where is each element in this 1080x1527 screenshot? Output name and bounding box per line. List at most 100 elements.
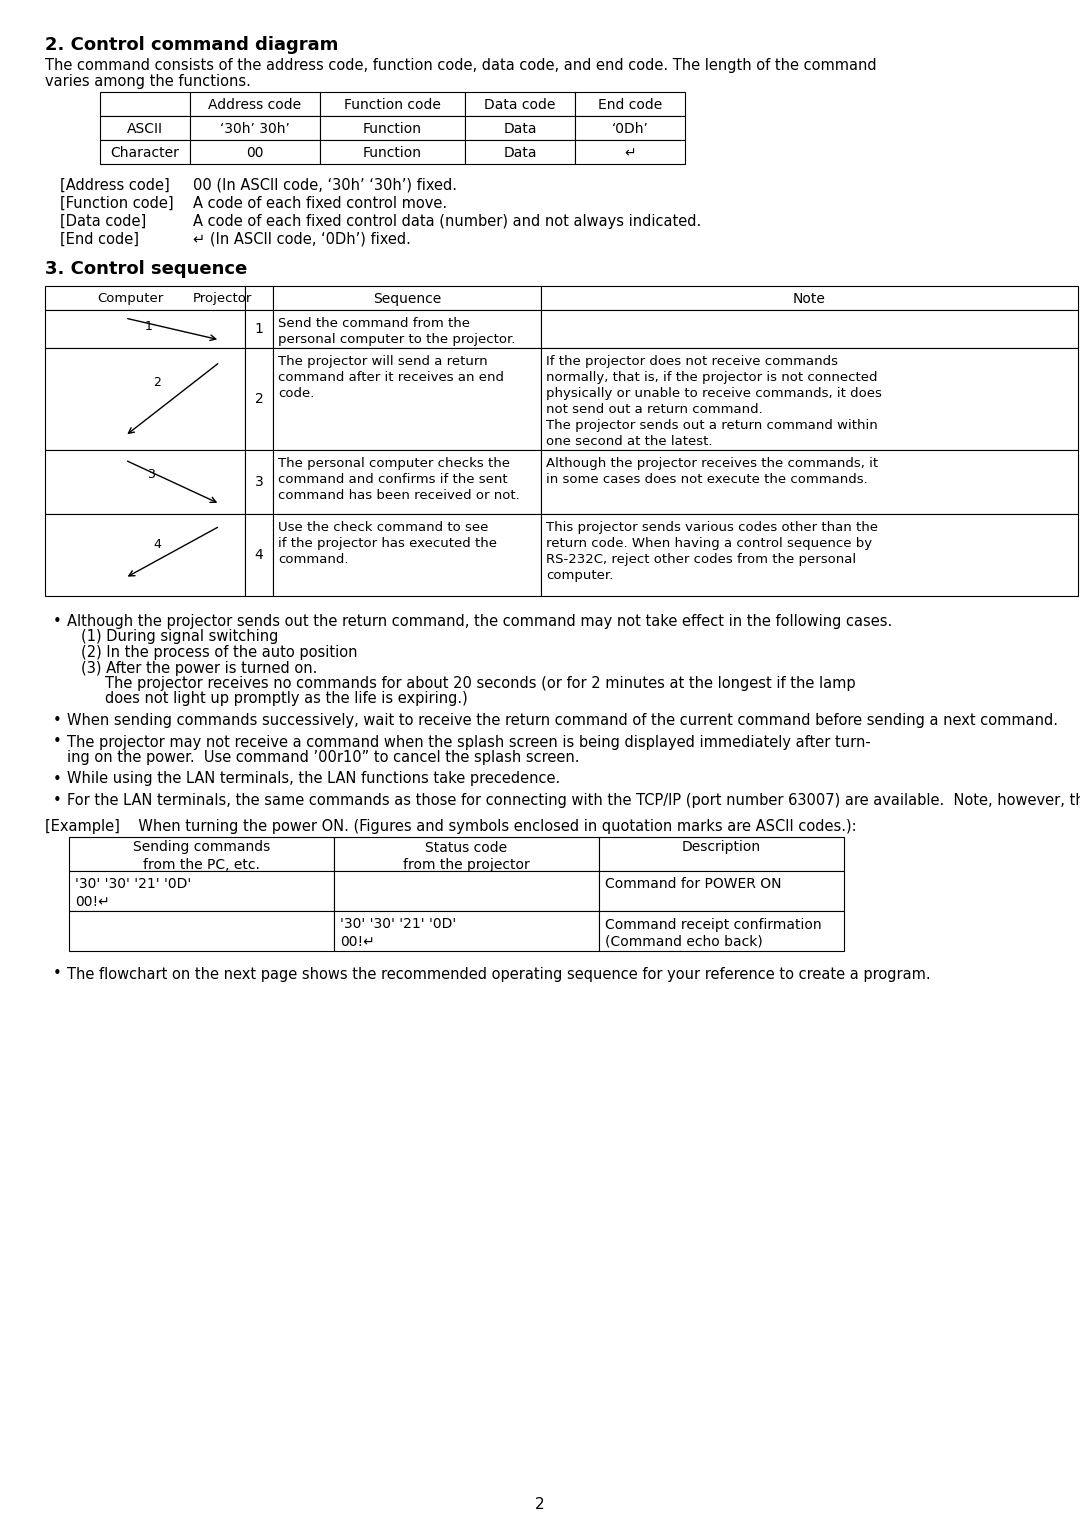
Text: (1) During signal switching: (1) During signal switching — [81, 629, 279, 644]
Text: Although the projector receives the commands, it
in some cases does not execute : Although the projector receives the comm… — [546, 457, 878, 486]
Bar — [320, 116, 465, 140]
Bar — [334, 870, 599, 910]
Bar — [273, 348, 541, 450]
Bar — [273, 450, 541, 515]
Bar — [320, 92, 465, 116]
Bar — [245, 348, 273, 450]
Text: [Data code]: [Data code] — [60, 214, 146, 229]
Text: Command receipt confirmation
(Command echo back): Command receipt confirmation (Command ec… — [605, 918, 822, 948]
Text: ing on the power.  Use command ’00r10” to cancel the splash screen.: ing on the power. Use command ’00r10” to… — [67, 750, 580, 765]
Text: •: • — [53, 967, 62, 982]
Text: 2. Control command diagram: 2. Control command diagram — [45, 37, 338, 53]
Text: •: • — [53, 614, 62, 629]
Text: Function: Function — [363, 147, 422, 160]
Bar — [245, 286, 273, 310]
Text: 2: 2 — [255, 392, 264, 406]
Bar — [575, 92, 685, 116]
Text: 4: 4 — [153, 538, 161, 551]
Text: 1: 1 — [145, 321, 153, 333]
Text: Projector: Projector — [193, 292, 253, 305]
Bar — [45, 450, 245, 515]
Text: ASCII: ASCII — [127, 122, 163, 136]
Bar — [245, 310, 273, 348]
Text: This projector sends various codes other than the
return code. When having a con: This projector sends various codes other… — [546, 521, 878, 582]
Text: The flowchart on the next page shows the recommended operating sequence for your: The flowchart on the next page shows the… — [67, 967, 931, 982]
Text: ↵ (In ASCII code, ‘0Dh’) fixed.: ↵ (In ASCII code, ‘0Dh’) fixed. — [193, 232, 410, 247]
Bar — [575, 140, 685, 163]
Text: [Function code]: [Function code] — [60, 195, 174, 211]
Text: [Example]    When turning the power ON. (Figures and symbols enclosed in quotati: [Example] When turning the power ON. (Fi… — [45, 818, 856, 834]
Text: varies among the functions.: varies among the functions. — [45, 73, 251, 89]
Bar — [45, 286, 245, 310]
Text: Data: Data — [503, 122, 537, 136]
Bar — [575, 116, 685, 140]
Text: (3) After the power is turned on.: (3) After the power is turned on. — [81, 661, 318, 675]
Bar — [541, 515, 1078, 596]
Bar — [100, 140, 190, 163]
Text: 3. Control sequence: 3. Control sequence — [45, 260, 247, 278]
Text: Data code: Data code — [484, 98, 556, 111]
Bar — [45, 348, 245, 450]
Bar — [465, 92, 575, 116]
Bar — [69, 870, 334, 910]
Text: The command consists of the address code, function code, data code, and end code: The command consists of the address code… — [45, 58, 877, 73]
Text: Character: Character — [110, 147, 179, 160]
Text: The personal computer checks the
command and confirms if the sent
command has be: The personal computer checks the command… — [278, 457, 519, 502]
Text: 1: 1 — [255, 322, 264, 336]
Text: End code: End code — [598, 98, 662, 111]
Bar — [541, 286, 1078, 310]
Bar — [273, 286, 541, 310]
Bar — [190, 140, 320, 163]
Text: 00 (In ASCII code, ‘30h’ ‘30h’) fixed.: 00 (In ASCII code, ‘30h’ ‘30h’) fixed. — [193, 179, 457, 192]
Text: ‘0Dh’: ‘0Dh’ — [611, 122, 648, 136]
Bar — [245, 515, 273, 596]
Text: 2: 2 — [536, 1496, 544, 1512]
Bar — [100, 92, 190, 116]
Text: Status code
from the projector: Status code from the projector — [403, 840, 530, 872]
Bar — [69, 910, 334, 950]
Text: Function: Function — [363, 122, 422, 136]
Bar — [465, 116, 575, 140]
Text: does not light up promptly as the life is expiring.): does not light up promptly as the life i… — [105, 692, 468, 707]
Bar — [599, 910, 843, 950]
Bar — [245, 450, 273, 515]
Bar — [334, 837, 599, 870]
Bar — [599, 870, 843, 910]
Text: 00: 00 — [246, 147, 264, 160]
Text: Sending commands
from the PC, etc.: Sending commands from the PC, etc. — [133, 840, 270, 872]
Text: (2) In the process of the auto position: (2) In the process of the auto position — [81, 644, 357, 660]
Text: If the projector does not receive commands
normally, that is, if the projector i: If the projector does not receive comman… — [546, 354, 882, 447]
Bar — [541, 310, 1078, 348]
Text: •: • — [53, 713, 62, 728]
Bar — [541, 450, 1078, 515]
Text: Use the check command to see
if the projector has executed the
command.: Use the check command to see if the proj… — [278, 521, 497, 567]
Text: Function code: Function code — [345, 98, 441, 111]
Text: '30' '30' '21' '0D'
00!↵: '30' '30' '21' '0D' 00!↵ — [75, 878, 191, 909]
Text: ‘30h’ 30h’: ‘30h’ 30h’ — [220, 122, 289, 136]
Text: Sequence: Sequence — [373, 292, 441, 305]
Bar — [320, 140, 465, 163]
Text: 2: 2 — [153, 376, 161, 389]
Text: '30' '30' '21' '0D'
00!↵: '30' '30' '21' '0D' 00!↵ — [340, 918, 456, 948]
Text: Address code: Address code — [208, 98, 301, 111]
Text: For the LAN terminals, the same commands as those for connecting with the TCP/IP: For the LAN terminals, the same commands… — [67, 793, 1080, 808]
Text: •: • — [53, 793, 62, 808]
Text: Command for POWER ON: Command for POWER ON — [605, 878, 782, 892]
Bar — [273, 310, 541, 348]
Text: 3: 3 — [147, 467, 154, 481]
Text: Data: Data — [503, 147, 537, 160]
Text: [End code]: [End code] — [60, 232, 139, 247]
Bar — [69, 837, 334, 870]
Bar — [190, 92, 320, 116]
Bar — [334, 910, 599, 950]
Text: Computer: Computer — [97, 292, 163, 305]
Text: 4: 4 — [255, 548, 264, 562]
Text: The projector will send a return
command after it receives an end
code.: The projector will send a return command… — [278, 354, 504, 400]
Text: Although the projector sends out the return command, the command may not take ef: Although the projector sends out the ret… — [67, 614, 892, 629]
Text: When sending commands successively, wait to receive the return command of the cu: When sending commands successively, wait… — [67, 713, 1058, 728]
Text: 3: 3 — [255, 475, 264, 489]
Text: [Address code]: [Address code] — [60, 179, 170, 192]
Text: The projector may not receive a command when the splash screen is being displaye: The projector may not receive a command … — [67, 734, 870, 750]
Text: Note: Note — [793, 292, 826, 305]
Bar — [190, 116, 320, 140]
